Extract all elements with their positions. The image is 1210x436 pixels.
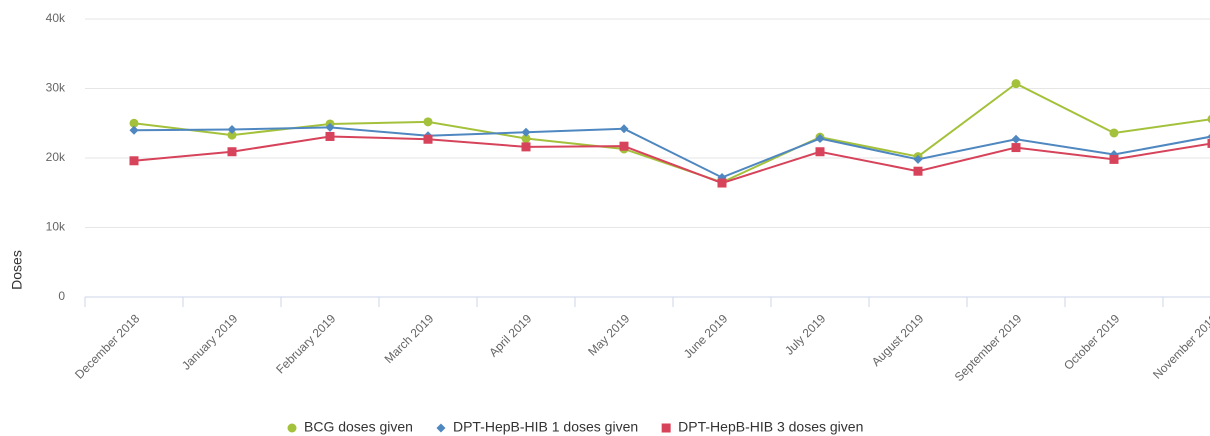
point — [913, 154, 923, 164]
point — [1109, 154, 1119, 164]
point — [227, 130, 237, 140]
point — [423, 134, 433, 144]
x-tick-label: June 2019 — [681, 311, 731, 361]
y-tick-label: 20k — [46, 150, 66, 164]
point — [436, 423, 446, 433]
point — [1011, 79, 1021, 89]
legend-label: DPT-HepB-HIB 1 doses given — [453, 419, 638, 435]
point — [1207, 133, 1210, 139]
point — [913, 166, 923, 176]
point — [619, 141, 629, 151]
point — [815, 147, 825, 157]
series-line — [133, 82, 1210, 184]
series-line — [133, 135, 1210, 185]
x-tick-label: April 2019 — [486, 311, 534, 359]
legend-label: DPT-HepB-HIB 3 doses given — [678, 419, 863, 435]
point — [129, 125, 139, 135]
y-tick-label: 30k — [46, 81, 66, 95]
point — [521, 142, 531, 152]
x-tick-label: September 2019 — [952, 311, 1025, 384]
point — [1011, 143, 1021, 153]
point — [619, 124, 629, 134]
point — [1011, 134, 1021, 144]
point — [717, 178, 727, 188]
x-tick-label: November 2019 — [1150, 311, 1210, 382]
x-tick-label: May 2019 — [585, 311, 632, 358]
x-tick-label: March 2019 — [382, 311, 437, 366]
legend: BCG doses given DPT-HepB-HIB 1 doses give… — [287, 419, 863, 435]
y-tick-label: 0 — [58, 289, 65, 303]
point — [661, 423, 671, 433]
x-tick-label: December 2018 — [72, 311, 143, 382]
point — [1207, 115, 1210, 124]
point — [129, 118, 139, 128]
x-tick-label: February 2019 — [273, 311, 338, 376]
point — [423, 117, 433, 127]
point — [815, 134, 825, 144]
y-tick-label: 40k — [46, 11, 66, 25]
legend-label: BCG doses given — [304, 419, 413, 435]
y-tick-label: 10k — [46, 220, 66, 234]
x-tick-label: August 2019 — [869, 311, 927, 369]
point — [227, 125, 237, 135]
x-tick-label: January 2019 — [179, 311, 241, 373]
x-tick-label: October 2019 — [1061, 311, 1123, 373]
point — [521, 134, 531, 144]
point — [521, 127, 531, 137]
point — [287, 423, 297, 433]
point — [325, 122, 335, 132]
series-line — [133, 126, 1210, 179]
point — [1207, 138, 1210, 148]
y-axis-label: Doses — [9, 250, 25, 290]
point — [129, 156, 139, 166]
point — [227, 147, 237, 157]
point — [1109, 128, 1119, 138]
point — [325, 131, 335, 141]
x-tick-label: July 2019 — [782, 311, 828, 357]
